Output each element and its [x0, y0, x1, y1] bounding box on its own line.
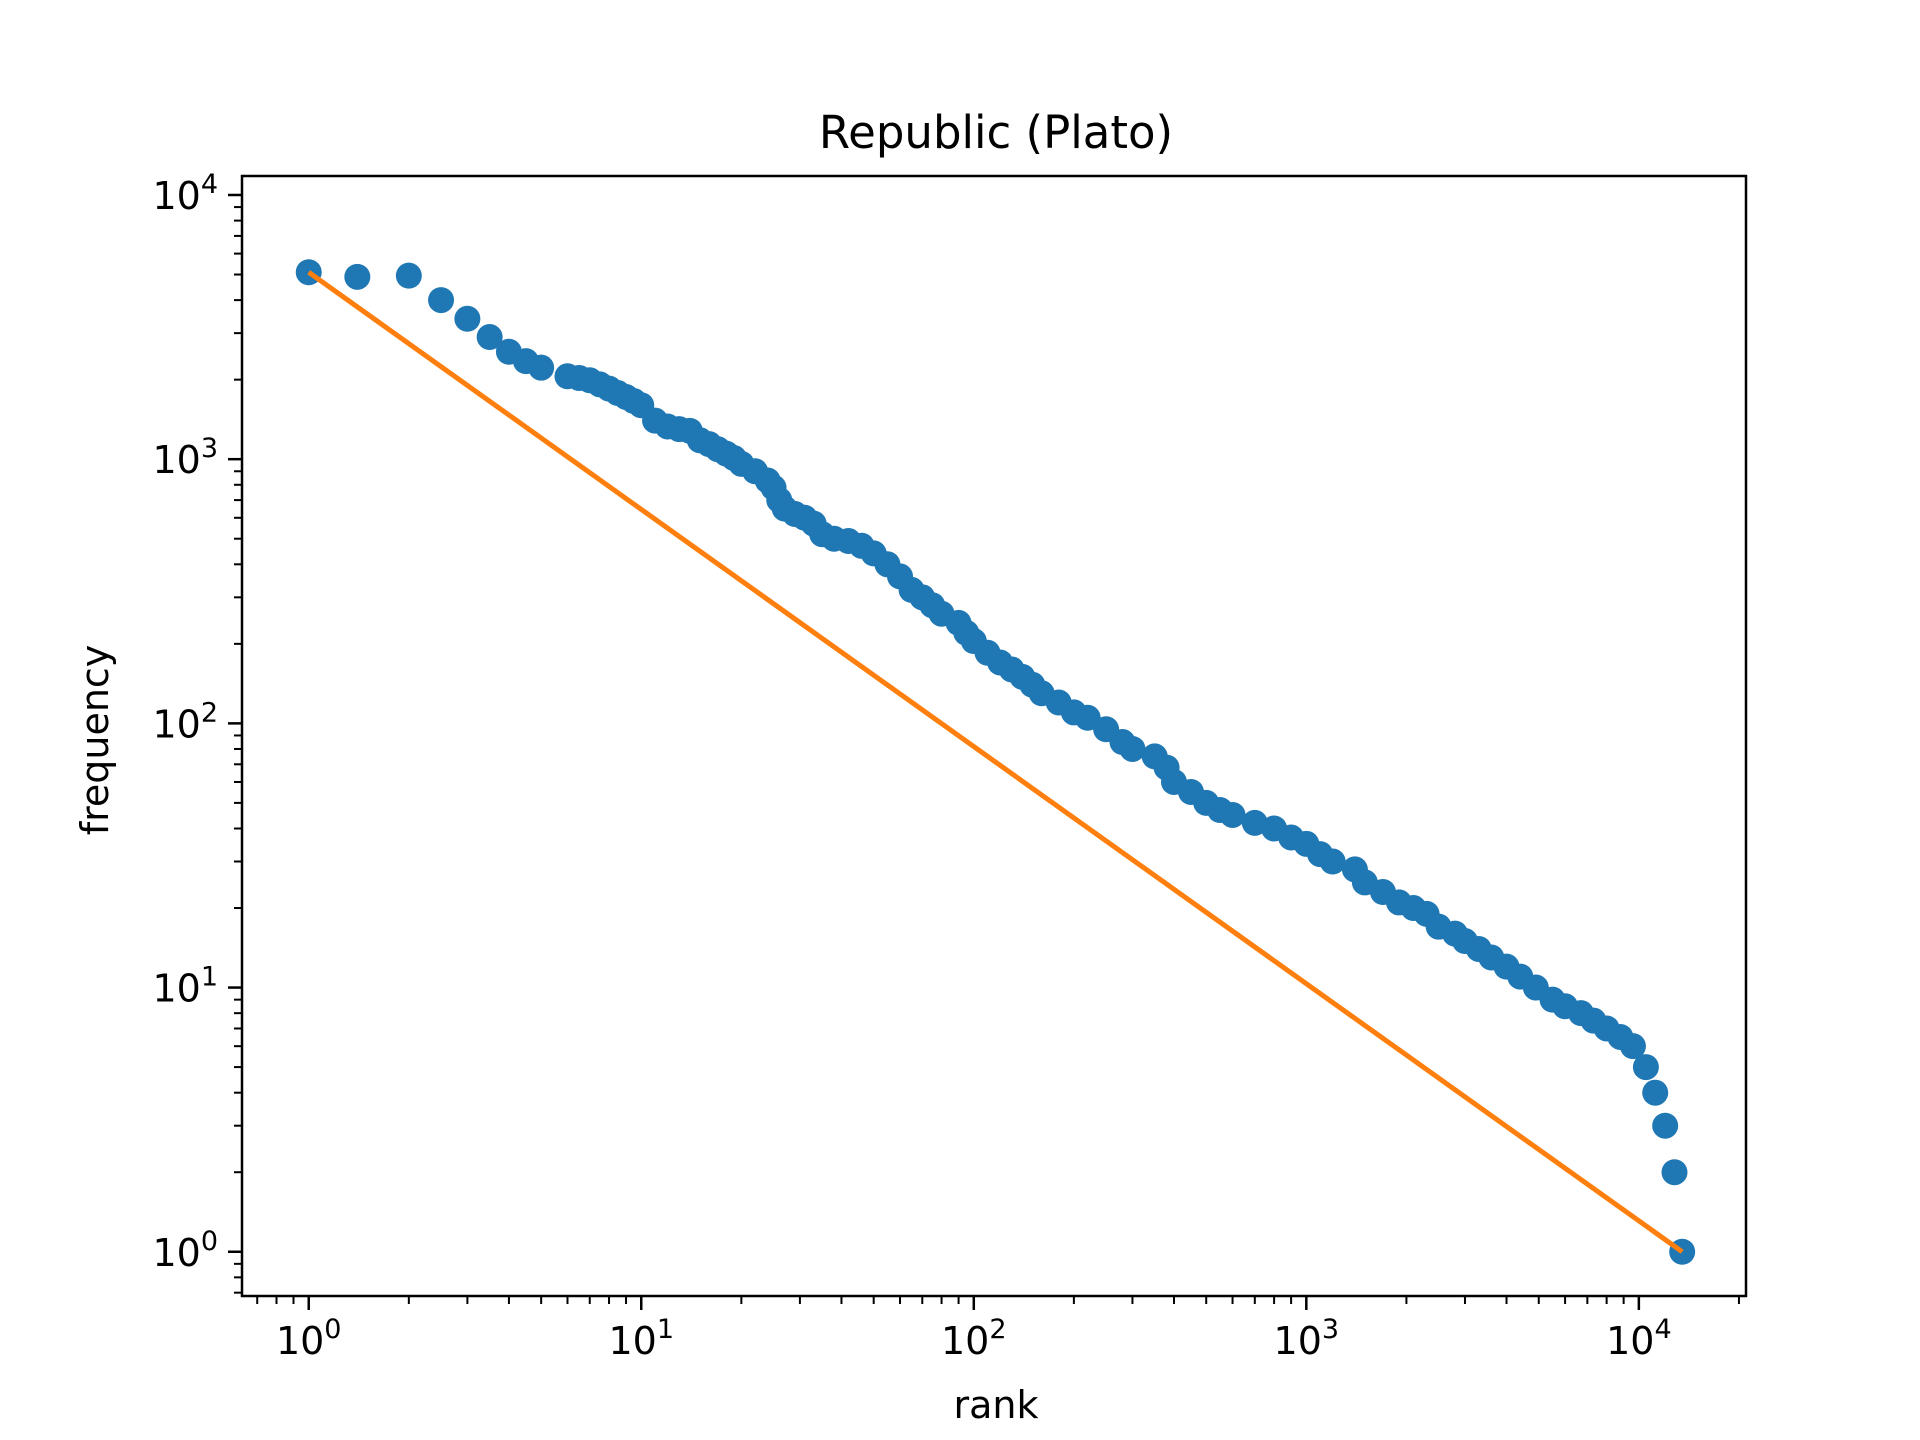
scatter-point [454, 305, 481, 332]
scatter-point [1619, 1033, 1646, 1060]
x-tick-label: 100 [276, 1314, 342, 1363]
fit-line [307, 270, 1684, 1254]
scatter-point [395, 262, 422, 289]
scatter-point [1652, 1112, 1679, 1139]
plot-marks [295, 259, 1696, 1265]
y-tick-label: 104 [152, 169, 218, 218]
plot-area [295, 259, 1696, 1265]
scatter-point [512, 348, 539, 375]
y-tick-label: 101 [152, 962, 218, 1011]
scatter-point [1642, 1079, 1669, 1106]
scatter-point [1632, 1054, 1659, 1081]
x-tick-label: 101 [608, 1314, 674, 1363]
x-tick-label: 102 [941, 1314, 1007, 1363]
scatter-point [566, 364, 593, 391]
chart-title: Republic (Plato) [819, 106, 1173, 159]
scatter-point [476, 324, 503, 351]
scatter-point [1319, 848, 1346, 875]
x-tick-label: 104 [1606, 1314, 1672, 1363]
axes: 100 101 102 103 104 100 101 102 103 104 [152, 169, 1748, 1363]
y-axis-label: frequency [73, 645, 117, 836]
scatter-point [1119, 735, 1146, 762]
y-tick-label: 102 [152, 697, 218, 746]
y-tick-label: 103 [152, 433, 218, 482]
scatter-point [428, 287, 455, 314]
scatter-point [344, 263, 371, 290]
scatter-point [1219, 801, 1246, 828]
x-axis-label: rank [954, 1383, 1039, 1427]
scatter-point [620, 388, 647, 415]
y-tick-label: 100 [152, 1226, 218, 1275]
x-tick-label: 103 [1274, 1314, 1340, 1363]
scatter-point [1661, 1159, 1688, 1186]
